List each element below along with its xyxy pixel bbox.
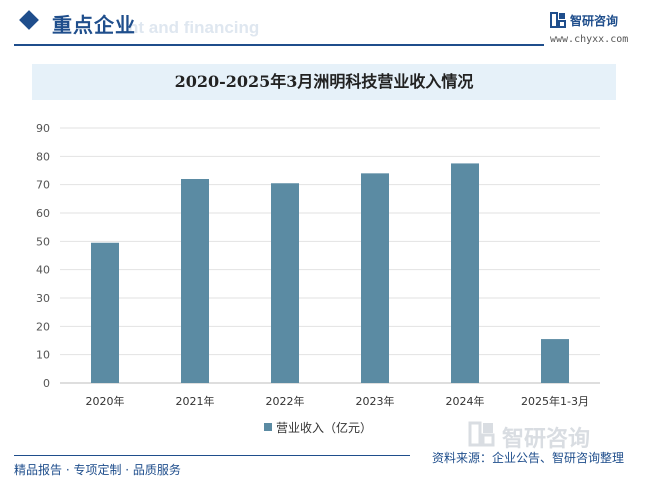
watermark: 智研咨询: [468, 421, 636, 452]
chart-title-bar: 2020-2025年3月洲明科技营业收入情况: [32, 64, 616, 100]
y-tick-label: 20: [36, 320, 50, 333]
footer-tagline: 精品报告 · 专项定制 · 品质服务: [14, 463, 181, 477]
y-tick-label: 10: [36, 349, 50, 362]
y-tick-label: 30: [36, 292, 50, 305]
bar: [361, 173, 389, 383]
y-tick-label: 70: [36, 179, 50, 192]
x-tick-label: 2022年: [266, 394, 305, 408]
x-tick-label: 2025年1-3月: [521, 394, 589, 408]
bar-chart: 0 10 20 30 40 50 60 70 80 90 2020年 2021年 2022年 2023年 2…: [36, 122, 600, 408]
header: nt and financing 重点企业 智研咨询 www.chyxx.com: [0, 0, 648, 56]
y-tick-label: 50: [36, 235, 50, 248]
bar: [271, 183, 299, 383]
brand-logo-icon: [550, 12, 566, 28]
brand: 智研咨询 www.chyxx.com: [548, 10, 644, 50]
legend-label: 营业收入（亿元）: [276, 421, 373, 435]
header-divider: [14, 44, 544, 46]
brand-name: 智研咨询: [570, 14, 619, 28]
x-tick-label: 2024年: [446, 394, 485, 408]
chart-title: 2020-2025年3月洲明科技营业收入情况: [174, 72, 474, 91]
y-tick-label: 90: [36, 122, 50, 135]
y-tick-label: 40: [36, 264, 50, 277]
bar: [181, 179, 209, 383]
y-tick-label: 80: [36, 150, 50, 163]
x-tick-label: 2021年: [176, 394, 215, 408]
y-tick-label: 0: [43, 377, 50, 390]
footer-divider: [14, 455, 410, 456]
bar: [541, 339, 569, 383]
watermark-logo-icon: [468, 421, 495, 447]
x-tick-label: 2020年: [86, 394, 125, 408]
footer-source: 资料来源：企业公告、智研咨询整理: [432, 451, 625, 465]
brand-url: www.chyxx.com: [550, 34, 629, 45]
watermark-text: 智研咨询: [502, 427, 591, 452]
bar: [91, 242, 119, 383]
bar: [451, 163, 479, 383]
ghost-background-text: nt and financing: [128, 18, 260, 37]
x-tick-label: 2023年: [356, 394, 395, 408]
diamond-icon: [19, 10, 39, 30]
section-title: 重点企业: [52, 13, 136, 37]
y-tick-label: 60: [36, 207, 50, 220]
legend-swatch: [264, 423, 272, 431]
